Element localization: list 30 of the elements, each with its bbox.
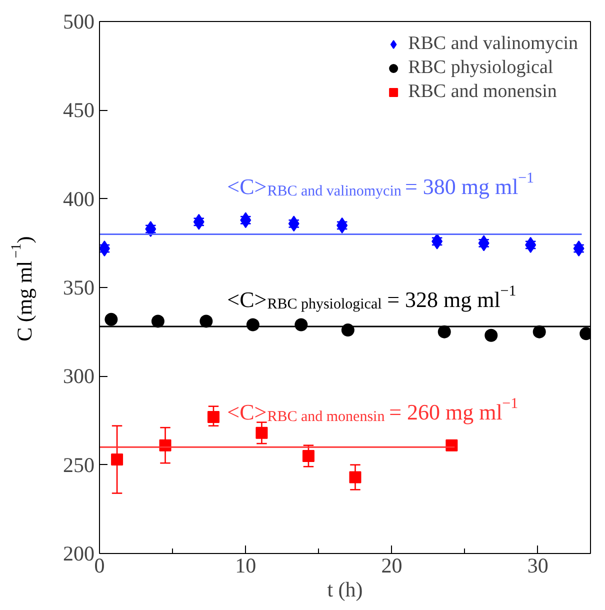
x-axis-title: t (h) (327, 578, 363, 602)
x-tick-label: 10 (235, 554, 256, 578)
point (246, 318, 260, 332)
y-tick-label: 250 (63, 452, 94, 477)
y-axis-title: C (mg ml−1) (10, 236, 36, 342)
y-tick-label: 450 (63, 98, 94, 122)
legend-label: RBC physiological (408, 57, 554, 79)
point (484, 328, 498, 342)
x-tick-label: 30 (527, 554, 548, 578)
point (207, 410, 220, 423)
y-tick-label: 300 (63, 364, 94, 388)
legend-label: RBC and monensin (408, 81, 557, 103)
y-tick-label: 500 (63, 10, 94, 34)
legend-label: RBC and valinomycin (408, 33, 578, 55)
point (349, 471, 362, 484)
x-tick-label: 0 (94, 554, 105, 578)
point (294, 318, 308, 332)
point (111, 454, 124, 466)
y-tick-label: 200 (63, 542, 94, 566)
point (104, 312, 118, 326)
y-tick-label: 400 (63, 186, 94, 211)
y-tick-label: 350 (63, 276, 94, 300)
point (200, 314, 213, 328)
x-tick-label: 20 (381, 554, 402, 578)
point (151, 314, 164, 328)
point (341, 324, 354, 337)
point (302, 450, 314, 462)
point (438, 325, 451, 338)
point (532, 325, 546, 338)
point (256, 426, 268, 439)
